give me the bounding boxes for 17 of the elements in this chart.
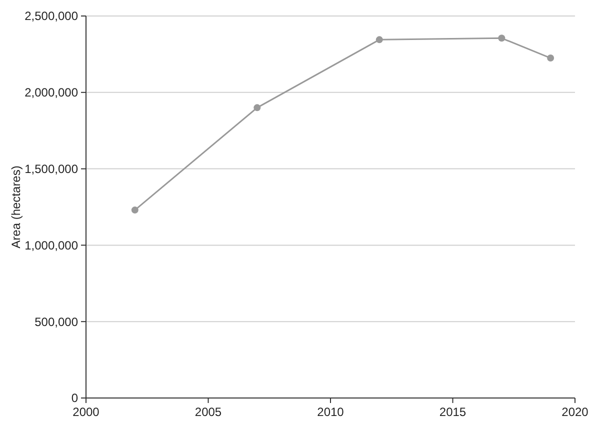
x-tick-label: 2020 (562, 405, 589, 419)
y-tick-label: 1,500,000 (24, 162, 78, 176)
x-tick-label: 2015 (439, 405, 466, 419)
point (376, 36, 383, 44)
x-tick-label: 2010 (317, 405, 344, 419)
point (498, 34, 506, 42)
x-tick-label: 2000 (72, 405, 100, 419)
y-axis-title: Area (hectares) (9, 166, 23, 248)
y-tick-label: 2,500,000 (24, 9, 78, 24)
x-tick-label: 2005 (194, 405, 222, 419)
y-tick-label: 500,000 (34, 314, 78, 329)
y-tick-label: 2,000,000 (24, 86, 78, 100)
point (131, 206, 138, 214)
y-tick-label: 1,000,000 (24, 238, 78, 252)
point (547, 54, 554, 62)
point (254, 104, 261, 112)
y-tick-label: 0 (71, 391, 78, 406)
